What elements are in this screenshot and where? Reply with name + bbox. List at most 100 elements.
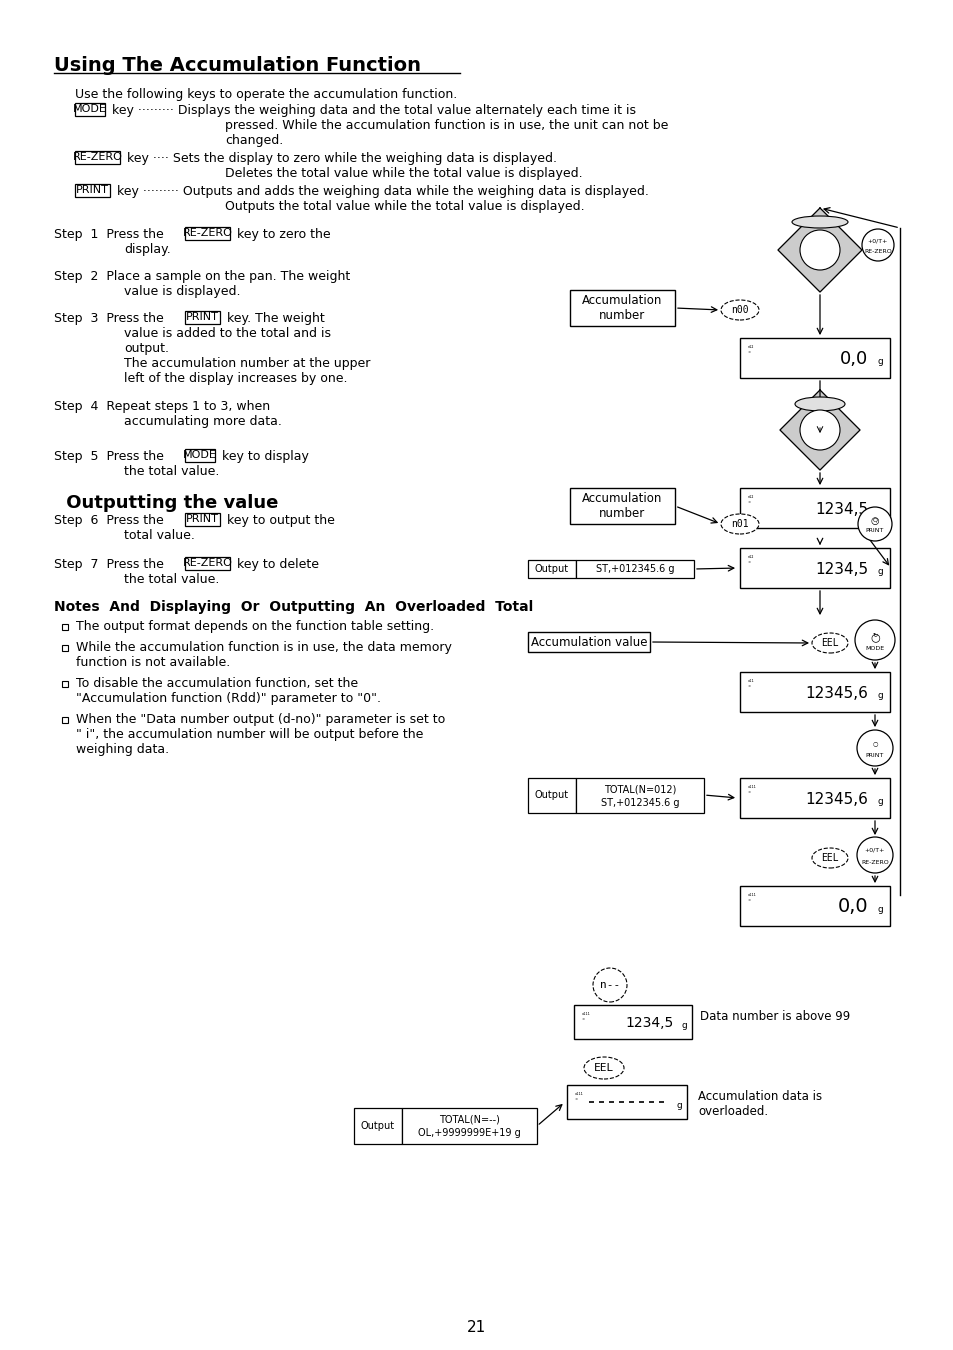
Text: ST,+012345.6 g: ST,+012345.6 g [600, 798, 679, 809]
Text: key to display: key to display [217, 450, 309, 463]
Text: PRINT: PRINT [186, 514, 218, 524]
Ellipse shape [794, 397, 844, 410]
Bar [574, 1004, 691, 1040]
Text: left of the display increases by one.: left of the display increases by one. [124, 373, 347, 385]
Bar [740, 548, 889, 589]
Circle shape [857, 508, 891, 541]
Text: Q: Q [872, 517, 877, 522]
Bar [185, 450, 214, 462]
Bar [740, 778, 889, 818]
Text: °: ° [746, 501, 749, 506]
Text: "Accumulation function (Rdd)" parameter to "0".: "Accumulation function (Rdd)" parameter … [76, 693, 380, 705]
Text: 0,0: 0,0 [839, 350, 867, 369]
Text: changed.: changed. [225, 134, 283, 147]
Text: ᵒ¹¹¹: ᵒ¹¹¹ [581, 1012, 590, 1018]
Text: RE-ZERO: RE-ZERO [182, 228, 232, 239]
Text: While the accumulation function is in use, the data memory: While the accumulation function is in us… [76, 641, 452, 653]
Text: 1234,5: 1234,5 [625, 1017, 673, 1030]
Circle shape [862, 230, 893, 261]
Text: EEL: EEL [821, 853, 838, 863]
Text: RE-ZERO: RE-ZERO [182, 559, 232, 568]
Text: ○: ○ [871, 741, 877, 747]
Text: Step  4  Repeat steps 1 to 3, when: Step 4 Repeat steps 1 to 3, when [54, 400, 270, 413]
Text: n01: n01 [730, 518, 748, 529]
Text: Step  2  Place a sample on the pan. The weight: Step 2 Place a sample on the pan. The we… [54, 270, 350, 284]
Text: n00: n00 [730, 305, 748, 315]
Text: MODE: MODE [864, 645, 883, 651]
Text: Accumulation
number: Accumulation number [581, 294, 662, 323]
Text: PRINT: PRINT [76, 185, 109, 196]
Text: key to zero the: key to zero the [233, 228, 330, 242]
Text: key ········· Outputs and adds the weighing data while the weighing data is disp: key ········· Outputs and adds the weigh… [112, 185, 648, 198]
Text: Outputs the total value while the total value is displayed.: Outputs the total value while the total … [225, 200, 584, 213]
Circle shape [856, 730, 892, 765]
Text: g: g [877, 567, 882, 575]
Text: g: g [877, 796, 882, 806]
Text: total value.: total value. [124, 529, 194, 541]
Text: ⁿ¹²: ⁿ¹² [747, 346, 754, 351]
Text: Accumulation
number: Accumulation number [581, 491, 662, 520]
Bar [576, 560, 693, 578]
Text: Step  5  Press the: Step 5 Press the [54, 450, 168, 463]
Text: RE-ZERO: RE-ZERO [861, 860, 888, 865]
Bar [740, 672, 889, 711]
Bar [569, 487, 675, 524]
Text: °: ° [746, 684, 749, 690]
Text: RE-ZERO: RE-ZERO [72, 153, 122, 162]
Text: Accumulation data is: Accumulation data is [698, 1089, 821, 1103]
Text: key to delete: key to delete [233, 558, 318, 571]
Bar [740, 886, 889, 926]
Text: g: g [877, 506, 882, 516]
Text: Step  1  Press the: Step 1 Press the [54, 228, 168, 242]
Text: key to output the: key to output the [223, 514, 335, 526]
Text: value is added to the total and is: value is added to the total and is [124, 327, 331, 340]
Text: ᵒ¹¹¹: ᵒ¹¹¹ [575, 1094, 583, 1098]
Text: ⁿ¹²: ⁿ¹² [747, 556, 754, 562]
Text: OL,+9999999E+19 g: OL,+9999999E+19 g [417, 1129, 519, 1138]
Text: TOTAL(N=--): TOTAL(N=--) [438, 1114, 499, 1125]
Text: Use the following keys to operate the accumulation function.: Use the following keys to operate the ac… [75, 88, 456, 101]
Text: ᵒ¹¹¹: ᵒ¹¹¹ [747, 786, 756, 791]
Bar [75, 151, 119, 163]
Bar [527, 560, 576, 578]
Circle shape [854, 620, 894, 660]
Bar [62, 717, 68, 724]
Text: g: g [877, 904, 882, 914]
Text: value is displayed.: value is displayed. [124, 285, 240, 298]
Text: ST,+012345.6 g: ST,+012345.6 g [595, 564, 674, 574]
Text: key ···· Sets the display to zero while the weighing data is displayed.: key ···· Sets the display to zero while … [123, 153, 557, 165]
Text: The accumulation number at the upper: The accumulation number at the upper [124, 356, 370, 370]
Text: the total value.: the total value. [124, 572, 219, 586]
Text: pressed. While the accumulation function is in use, the unit can not be: pressed. While the accumulation function… [225, 119, 668, 132]
Text: Output: Output [360, 1120, 395, 1131]
Bar [185, 227, 230, 240]
Text: g: g [877, 690, 882, 699]
Text: ᵒ¹¹¹: ᵒ¹¹¹ [747, 894, 756, 899]
Ellipse shape [811, 633, 847, 653]
Bar [185, 513, 219, 525]
Ellipse shape [720, 300, 759, 320]
Text: RE-ZERO: RE-ZERO [863, 248, 891, 254]
Bar [401, 1108, 537, 1143]
Bar [75, 184, 110, 197]
Text: key ········· Displays the weighing data and the total value alternately each ti: key ········· Displays the weighing data… [108, 104, 635, 117]
Text: 1234,5: 1234,5 [814, 501, 867, 517]
Text: key. The weight: key. The weight [223, 312, 324, 325]
Text: Notes  And  Displaying  Or  Outputting  An  Overloaded  Total: Notes And Displaying Or Outputting An Ov… [54, 599, 533, 614]
Bar [62, 645, 68, 651]
Text: accumulating more data.: accumulating more data. [124, 414, 281, 428]
Circle shape [800, 230, 840, 270]
Bar [527, 632, 649, 652]
Bar [75, 103, 105, 116]
Bar [740, 487, 889, 528]
Text: °: ° [746, 562, 749, 566]
Text: 12345,6: 12345,6 [804, 686, 867, 701]
Text: output.: output. [124, 342, 169, 355]
Text: °: ° [746, 351, 749, 356]
Bar [62, 624, 68, 630]
Bar [576, 778, 703, 813]
Text: ○: ○ [869, 632, 879, 643]
Ellipse shape [811, 848, 847, 868]
Text: °: ° [746, 899, 749, 904]
Text: EEL: EEL [594, 1062, 614, 1073]
